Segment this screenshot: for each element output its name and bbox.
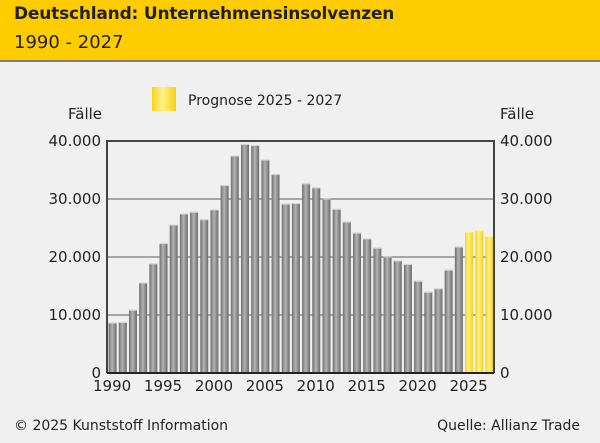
copyright-text: © 2025 Kunststoff Information [14, 418, 229, 434]
y-tick-label-left: 10.000 [49, 306, 102, 324]
x-tick-label: 2015 [348, 377, 386, 395]
bar-2002 [230, 155, 239, 373]
bar-2021 [424, 291, 433, 373]
bar-2015 [363, 238, 372, 373]
y-tick-label-left: 40.000 [49, 132, 102, 150]
bar-2006 [271, 174, 280, 373]
bar-2011 [322, 198, 331, 373]
x-tick-label: 2020 [399, 377, 437, 395]
bar-forecast-2025 [465, 231, 474, 373]
bar-2008 [291, 203, 300, 373]
bar-2012 [332, 208, 341, 373]
x-tick-label: 1995 [144, 377, 182, 395]
bar-1990 [108, 322, 117, 373]
bar-forecast-2026 [475, 230, 484, 373]
bar-2007 [281, 203, 290, 373]
bar-2017 [383, 256, 392, 373]
bar-1995 [159, 243, 168, 373]
x-tick-label: 2005 [246, 377, 284, 395]
y-tick-label-left: 0 [91, 364, 101, 382]
bar-2018 [393, 260, 402, 373]
legend: Prognose 2025 - 2027 [152, 87, 342, 111]
bar-1999 [200, 219, 209, 373]
bar-1997 [179, 213, 188, 373]
bar-2000 [210, 209, 219, 373]
bar-1992 [128, 309, 137, 373]
bar-2009 [302, 183, 311, 373]
bar-1991 [118, 321, 127, 373]
axes [106, 140, 495, 374]
bar-2020 [414, 280, 423, 373]
legend-swatch-forecast [152, 87, 176, 111]
header-banner: Deutschland: Unternehmensinsolvenzen 199… [0, 0, 600, 62]
bar-2019 [403, 263, 412, 373]
bar-forecast-2027 [485, 236, 494, 373]
bar-2004 [251, 145, 260, 373]
source-text: Quelle: Allianz Trade [437, 418, 580, 434]
y-tick-label-right: 30.000 [500, 190, 553, 208]
bar-1994 [149, 263, 158, 373]
bar-2010 [312, 187, 321, 373]
y-axis-label-left: Fälle [68, 105, 102, 123]
tick-labels: 0 0 10.000 10.000 20.000 20.000 30.000 30.000 40… [49, 132, 553, 395]
bar-2001 [220, 185, 229, 373]
x-tick-label: 1990 [93, 377, 131, 395]
bar-2013 [342, 221, 351, 373]
bar-2024 [454, 246, 463, 373]
bars [108, 143, 494, 373]
y-axis-label-right: Fälle [500, 105, 534, 123]
y-tick-label-left: 20.000 [49, 248, 102, 266]
y-tick-label-right: 10.000 [500, 306, 553, 324]
bar-1996 [169, 224, 178, 373]
bar-2005 [261, 159, 270, 373]
chart-subtitle: 1990 - 2027 [14, 32, 124, 53]
y-tick-label-right: 0 [500, 364, 510, 382]
x-tick-label: 2010 [297, 377, 335, 395]
chart-title: Deutschland: Unternehmensinsolvenzen [14, 4, 395, 24]
bar-2016 [373, 247, 382, 373]
bar-2003 [240, 143, 249, 373]
y-tick-label-left: 30.000 [49, 190, 102, 208]
bar-2014 [353, 232, 362, 373]
bar-1993 [139, 282, 148, 373]
bar-2023 [444, 269, 453, 373]
legend-label-forecast: Prognose 2025 - 2027 [188, 93, 342, 109]
bar-1998 [190, 211, 199, 373]
x-tick-label: 2025 [449, 377, 487, 395]
plot-frame [106, 140, 495, 373]
y-tick-label-right: 40.000 [500, 132, 553, 150]
bar-2022 [434, 288, 443, 373]
y-tick-label-right: 20.000 [500, 248, 553, 266]
x-tick-label: 2000 [195, 377, 233, 395]
